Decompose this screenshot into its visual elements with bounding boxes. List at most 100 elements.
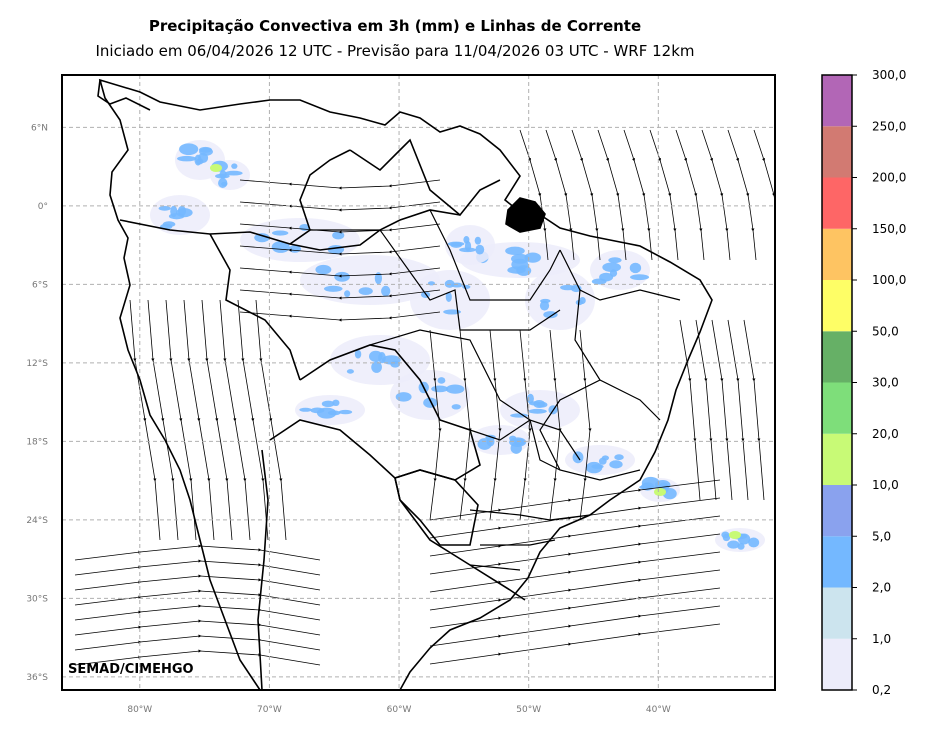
streamline	[571, 129, 601, 261]
colorbar-label: 50,0	[872, 324, 899, 338]
precip-cell	[475, 244, 485, 255]
precip-cell	[354, 349, 362, 359]
streamline	[237, 299, 269, 541]
streamline	[649, 129, 679, 261]
streamline	[74, 649, 321, 666]
streamline	[239, 179, 441, 190]
streamline	[429, 569, 721, 611]
precip-cell	[614, 454, 624, 461]
colorbar-segment	[822, 331, 852, 383]
lon-tick-label: 80°W	[127, 705, 152, 715]
precip-cell	[170, 205, 178, 218]
precip-cell	[316, 407, 337, 419]
streamline	[753, 129, 775, 232]
border-colombia	[119, 149, 351, 245]
precip-cell	[516, 265, 532, 276]
precip-cell	[445, 384, 465, 394]
precip-cell	[474, 236, 482, 245]
colorbar-segment	[822, 280, 852, 332]
precip-cell	[602, 262, 622, 273]
precip-cell	[271, 230, 289, 236]
precip-cell	[219, 170, 227, 179]
streamline	[239, 267, 441, 278]
precip-area-light	[390, 370, 470, 420]
colorbar-segment	[822, 228, 852, 280]
colorbar-label: 5,0	[872, 529, 891, 543]
state-lines-northeast	[539, 249, 681, 481]
precip-cell	[176, 208, 193, 218]
precip-cell	[395, 392, 412, 402]
state-lines-center	[369, 329, 561, 471]
longitude-tick-labels: 80°W 70°W 60°W 50°W 40°W	[127, 705, 670, 715]
precip-cell	[443, 309, 461, 315]
streamline	[429, 605, 721, 647]
precip-cell	[601, 455, 610, 461]
lon-tick-label: 70°W	[257, 705, 282, 715]
colorbar-label: 20,0	[872, 427, 899, 441]
precip-cell	[722, 533, 731, 542]
colorbar-segment	[822, 382, 852, 434]
streamline	[147, 299, 179, 541]
streamline	[675, 129, 705, 261]
state-lines-amazonas	[310, 229, 561, 331]
precip-cell	[315, 264, 332, 275]
country-borders	[97, 78, 713, 690]
precip-cell	[179, 143, 199, 156]
colorbar-label: 30,0	[872, 376, 899, 390]
lat-tick-label: 12°S	[26, 359, 48, 369]
precip-cell	[299, 407, 312, 412]
precip-cell	[630, 274, 650, 281]
colorbar-segment	[822, 177, 852, 229]
precip-cell	[332, 399, 340, 407]
streamline	[429, 533, 721, 575]
precip-cell	[338, 409, 353, 415]
lat-tick-label: 0°	[38, 202, 48, 212]
precip-cell	[451, 282, 463, 288]
precip-cell	[344, 290, 351, 298]
chart-title: Precipitação Convectiva em 3h (mm) e Lin…	[148, 17, 642, 35]
streamline	[545, 129, 575, 261]
colorbar-segment	[822, 433, 852, 485]
streamline	[489, 329, 502, 521]
precip-cell	[543, 311, 558, 319]
streamline	[701, 129, 731, 261]
precip-cell	[254, 233, 270, 243]
colorbar-label: 100,0	[872, 273, 906, 287]
precip-cell-heavy	[654, 488, 666, 496]
precip-cell	[381, 285, 391, 297]
streamline	[239, 223, 441, 234]
precip-cell	[323, 285, 343, 292]
streamline	[74, 619, 321, 636]
colorbar-segment	[822, 126, 852, 178]
streamline	[201, 299, 233, 541]
precip-cell	[358, 287, 373, 296]
precip-cell	[199, 147, 213, 156]
streamline	[239, 201, 441, 212]
precip-cell	[727, 540, 740, 549]
precip-cell	[451, 404, 461, 410]
streamline	[429, 497, 721, 539]
precip-cell	[231, 163, 238, 169]
lon-tick-label: 50°W	[516, 705, 541, 715]
precip-cell	[505, 246, 525, 256]
streamline	[183, 299, 215, 541]
chart-subtitle: Iniciado em 06/04/2026 12 UTC - Previsão…	[95, 42, 695, 60]
streamline	[255, 299, 287, 541]
precip-cell	[511, 253, 530, 264]
precip-cell	[447, 241, 465, 247]
streamline	[429, 551, 721, 593]
border-chile-argentina	[257, 449, 269, 690]
streamline	[74, 604, 321, 621]
streamline	[579, 329, 592, 521]
colorbar-label: 0,2	[872, 683, 891, 697]
precip-cell	[332, 231, 345, 240]
colorbar-label: 10,0	[872, 478, 899, 492]
coastline-south-america	[98, 78, 713, 690]
precip-area-light	[300, 255, 440, 305]
streamline	[239, 311, 441, 322]
streamline	[597, 129, 627, 261]
colorbar-label: 250,0	[872, 119, 906, 133]
streamline	[727, 319, 749, 501]
border-argentina-east	[269, 419, 526, 601]
marajo-island	[505, 197, 546, 233]
